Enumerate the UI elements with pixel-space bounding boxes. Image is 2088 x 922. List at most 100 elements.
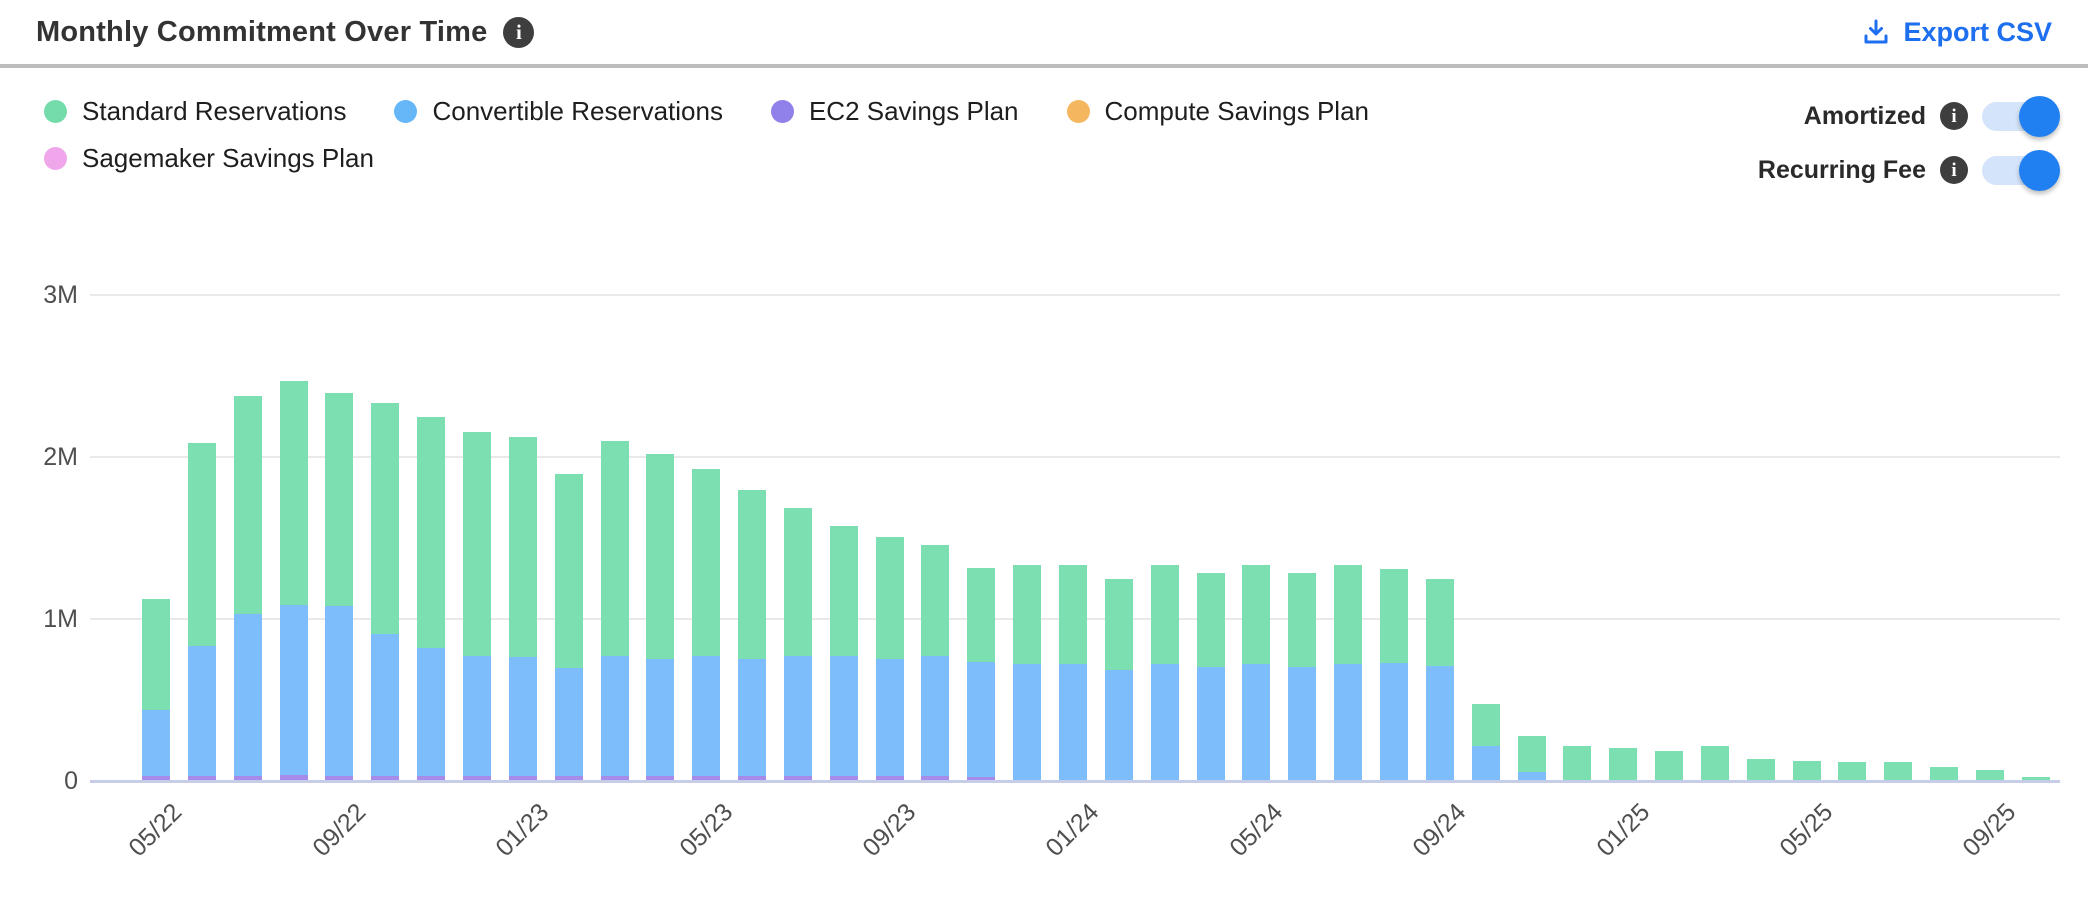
bar-segment-standard-reservations[interactable] <box>371 403 400 634</box>
bar-segment-convertible-reservations[interactable] <box>1059 663 1087 781</box>
chart-bar[interactable] <box>462 432 491 781</box>
legend-item-ec2-savings-plan[interactable]: EC2 Savings Plan <box>770 96 1019 127</box>
bar-segment-standard-reservations[interactable] <box>1884 762 1913 780</box>
chart-bar[interactable] <box>417 417 446 780</box>
chart-bar[interactable] <box>1242 565 1271 781</box>
bar-segment-ec2-savings-plan[interactable] <box>187 775 216 780</box>
bar-segment-standard-reservations[interactable] <box>554 474 583 668</box>
bar-segment-standard-reservations[interactable] <box>692 469 721 657</box>
chart-bar[interactable] <box>1013 565 1042 781</box>
bar-segment-convertible-reservations[interactable] <box>554 667 583 777</box>
chart-bar[interactable] <box>1196 573 1225 781</box>
chart-bar[interactable] <box>1104 579 1133 780</box>
bar-segment-standard-reservations[interactable] <box>279 381 308 606</box>
chart-bar[interactable] <box>1563 746 1592 781</box>
bar-segment-convertible-reservations[interactable] <box>279 605 308 776</box>
bar-segment-convertible-reservations[interactable] <box>1334 663 1363 781</box>
bar-segment-convertible-reservations[interactable] <box>371 633 400 777</box>
bar-segment-ec2-savings-plan[interactable] <box>692 775 721 781</box>
chart-bar[interactable] <box>554 474 583 781</box>
chart-bar[interactable] <box>646 454 675 780</box>
chart-bar[interactable] <box>1930 767 1959 780</box>
chart-bar[interactable] <box>1471 704 1500 781</box>
bar-segment-convertible-reservations[interactable] <box>738 659 767 776</box>
legend-item-sagemaker-savings-plan[interactable]: Sagemaker Savings Plan <box>44 143 374 174</box>
bar-segment-ec2-savings-plan[interactable] <box>738 775 767 780</box>
bar-segment-standard-reservations[interactable] <box>600 441 629 656</box>
bar-segment-convertible-reservations[interactable] <box>921 655 950 776</box>
bar-segment-ec2-savings-plan[interactable] <box>325 776 354 781</box>
bar-segment-convertible-reservations[interactable] <box>692 656 721 776</box>
bar-segment-convertible-reservations[interactable] <box>462 656 491 777</box>
chart-bar[interactable] <box>1059 565 1087 781</box>
bar-segment-standard-reservations[interactable] <box>1655 751 1684 781</box>
bar-segment-ec2-savings-plan[interactable] <box>554 776 583 781</box>
bar-segment-standard-reservations[interactable] <box>829 526 858 657</box>
bar-segment-standard-reservations[interactable] <box>1334 565 1363 664</box>
bar-segment-convertible-reservations[interactable] <box>829 656 858 777</box>
bar-segment-standard-reservations[interactable] <box>1379 569 1408 663</box>
bar-segment-ec2-savings-plan[interactable] <box>921 775 950 780</box>
bar-segment-convertible-reservations[interactable] <box>1379 662 1408 780</box>
chart-bar[interactable] <box>875 537 904 780</box>
chart-bar[interactable] <box>1655 751 1684 781</box>
bar-segment-convertible-reservations[interactable] <box>417 647 446 776</box>
bar-segment-convertible-reservations[interactable] <box>1013 663 1042 781</box>
bar-segment-convertible-reservations[interactable] <box>1242 663 1271 781</box>
bar-segment-standard-reservations[interactable] <box>1059 565 1087 664</box>
amortized-toggle[interactable] <box>1982 95 2060 137</box>
bar-segment-standard-reservations[interactable] <box>1288 573 1317 667</box>
bar-segment-convertible-reservations[interactable] <box>1517 771 1546 780</box>
bar-segment-standard-reservations[interactable] <box>875 537 904 660</box>
bar-segment-standard-reservations[interactable] <box>1471 704 1500 747</box>
bar-segment-standard-reservations[interactable] <box>1976 770 2004 780</box>
chart-bar[interactable] <box>2021 777 2050 781</box>
chart-bar[interactable] <box>1379 569 1408 780</box>
bar-segment-ec2-savings-plan[interactable] <box>783 776 812 781</box>
bar-segment-convertible-reservations[interactable] <box>1150 663 1179 781</box>
bar-segment-ec2-savings-plan[interactable] <box>829 776 858 781</box>
bar-segment-ec2-savings-plan[interactable] <box>279 775 308 780</box>
bar-segment-ec2-savings-plan[interactable] <box>233 775 262 780</box>
bar-segment-standard-reservations[interactable] <box>646 454 675 659</box>
bar-segment-ec2-savings-plan[interactable] <box>600 775 629 780</box>
bar-segment-standard-reservations[interactable] <box>1609 748 1638 781</box>
bar-segment-standard-reservations[interactable] <box>921 545 950 656</box>
bar-segment-ec2-savings-plan[interactable] <box>462 776 491 781</box>
chart-bar[interactable] <box>967 568 996 781</box>
chart-bar[interactable] <box>1517 736 1546 780</box>
chart-bar[interactable] <box>1700 746 1729 781</box>
chart-bar[interactable] <box>1792 761 1821 781</box>
bar-segment-ec2-savings-plan[interactable] <box>646 775 675 780</box>
chart-bar[interactable] <box>921 545 950 780</box>
bar-segment-standard-reservations[interactable] <box>1150 565 1179 664</box>
bar-segment-standard-reservations[interactable] <box>967 568 996 662</box>
bar-segment-standard-reservations[interactable] <box>1242 565 1271 664</box>
bar-segment-standard-reservations[interactable] <box>1746 759 1775 781</box>
bar-segment-convertible-reservations[interactable] <box>967 661 996 777</box>
bar-segment-standard-reservations[interactable] <box>783 508 812 657</box>
bar-segment-standard-reservations[interactable] <box>142 599 170 710</box>
chart-bar[interactable] <box>738 490 767 780</box>
chart-bar[interactable] <box>783 508 812 781</box>
amortized-info-icon[interactable]: i <box>1940 102 1968 130</box>
bar-segment-standard-reservations[interactable] <box>325 393 354 607</box>
legend-item-standard-reservations[interactable]: Standard Reservations <box>44 96 346 127</box>
recurring-fee-info-icon[interactable]: i <box>1940 156 1968 184</box>
bar-segment-convertible-reservations[interactable] <box>600 655 629 776</box>
bar-segment-convertible-reservations[interactable] <box>508 656 537 777</box>
bar-segment-ec2-savings-plan[interactable] <box>967 776 996 781</box>
bar-segment-standard-reservations[interactable] <box>233 396 262 614</box>
bar-segment-standard-reservations[interactable] <box>187 443 216 647</box>
bar-segment-standard-reservations[interactable] <box>1838 762 1867 780</box>
recurring-fee-toggle[interactable] <box>1982 149 2060 191</box>
chart-bar[interactable] <box>233 396 262 780</box>
bar-segment-standard-reservations[interactable] <box>2021 777 2050 781</box>
bar-segment-standard-reservations[interactable] <box>1563 746 1592 781</box>
bar-segment-convertible-reservations[interactable] <box>1288 666 1317 781</box>
bar-segment-standard-reservations[interactable] <box>1196 573 1225 667</box>
bar-segment-ec2-savings-plan[interactable] <box>508 776 537 781</box>
chart-bar[interactable] <box>1334 565 1363 781</box>
bar-segment-standard-reservations[interactable] <box>462 432 491 657</box>
bar-segment-convertible-reservations[interactable] <box>875 659 904 776</box>
